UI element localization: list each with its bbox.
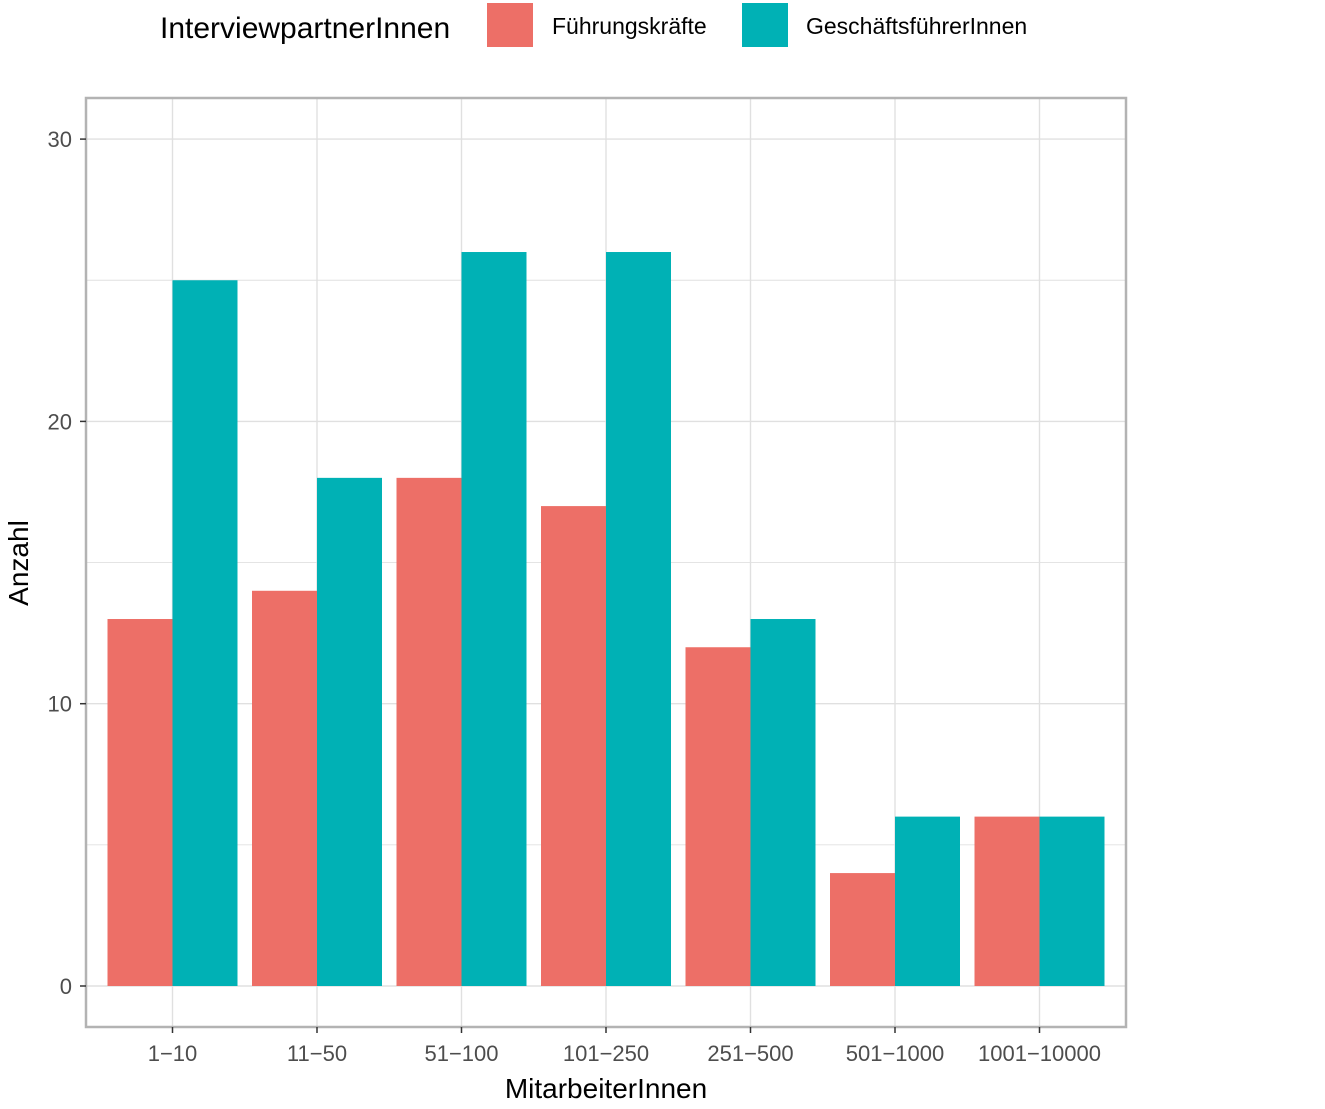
bar-geschaeftsfuehrerinnen-1	[317, 477, 382, 986]
x-tick-label: 101−250	[563, 1041, 649, 1066]
y-tick-label: 0	[60, 974, 72, 999]
legend-swatch-fuehrungskraefte	[487, 3, 533, 47]
bar-geschaeftsfuehrerinnen-5	[895, 816, 960, 986]
bar-geschaeftsfuehrerinnen-6	[1039, 816, 1105, 986]
bar-fuehrungskraefte-3	[541, 506, 606, 986]
x-tick-label: 501−1000	[846, 1041, 945, 1066]
legend-title: InterviewpartnerInnen	[160, 12, 450, 45]
x-axis: 1−10 11−50 51−100 101−250 251−500 501−1000 100…	[148, 1027, 1101, 1066]
bars	[107, 252, 1105, 986]
x-tick-label: 251−500	[707, 1041, 793, 1066]
x-tick-label: 51−100	[424, 1041, 498, 1066]
x-axis-title: MitarbeiterInnen	[505, 1073, 707, 1104]
y-tick-label: 30	[48, 127, 72, 152]
x-tick-label: 1001−10000	[978, 1041, 1101, 1066]
bar-fuehrungskraefte-6	[974, 816, 1040, 986]
bar-geschaeftsfuehrerinnen-3	[606, 252, 671, 986]
bar-geschaeftsfuehrerinnen-0	[172, 280, 238, 986]
legend-label-geschaeftsfuehrerinnen: GeschäftsführerInnen	[806, 13, 1027, 39]
bar-geschaeftsfuehrerinnen-2	[461, 252, 527, 986]
y-tick-label: 20	[48, 409, 72, 434]
bar-fuehrungskraefte-1	[252, 590, 317, 986]
y-axis-title: Anzahl	[3, 520, 34, 606]
bar-fuehrungskraefte-5	[830, 873, 895, 986]
bar-geschaeftsfuehrerinnen-4	[750, 619, 816, 986]
legend-swatch-geschaeftsfuehrerinnen	[742, 3, 788, 47]
y-axis: 0 10 20 30	[48, 127, 86, 999]
plot-panel	[84, 96, 1128, 1029]
x-tick-label: 1−10	[148, 1041, 198, 1066]
legend-label-fuehrungskraefte: Führungskräfte	[552, 13, 707, 39]
bar-fuehrungskraefte-4	[685, 647, 751, 986]
y-tick-label: 10	[48, 692, 72, 717]
x-tick-label: 11−50	[287, 1041, 347, 1066]
bar-fuehrungskraefte-0	[107, 619, 173, 986]
bar-fuehrungskraefte-2	[396, 477, 462, 986]
legend: InterviewpartnerInnen Führungskräfte Ges…	[160, 3, 1027, 47]
